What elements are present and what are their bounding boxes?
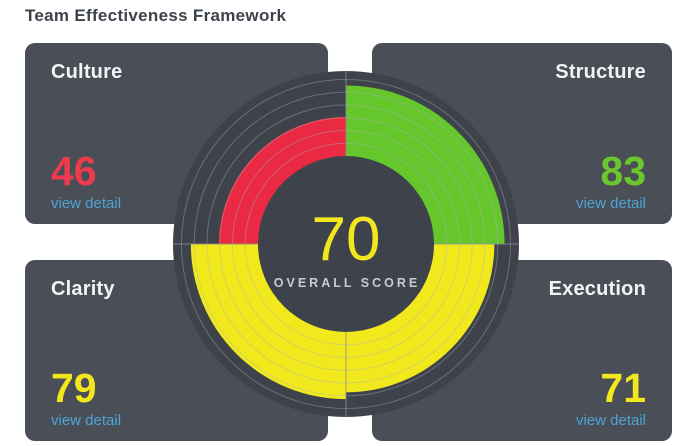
structure-score: 83 xyxy=(600,148,646,194)
execution-view-detail-link[interactable]: view detail xyxy=(575,412,646,429)
page-title: Team Effectiveness Framework xyxy=(25,6,287,25)
overall-score-gauge: 70 OVERALL SCORE xyxy=(173,71,519,417)
panel-structure-title: Structure xyxy=(555,61,646,83)
culture-score: 46 xyxy=(51,148,97,194)
clarity-view-detail-link[interactable]: view detail xyxy=(51,412,122,429)
structure-view-detail-link[interactable]: view detail xyxy=(575,195,646,212)
gauge-inner-disc xyxy=(258,156,434,332)
execution-score: 71 xyxy=(600,365,646,411)
panel-culture-title: Culture xyxy=(51,61,123,83)
panel-clarity-title: Clarity xyxy=(51,278,115,300)
overall-score-label: OVERALL SCORE xyxy=(274,276,420,290)
overall-score-value: 70 xyxy=(312,205,381,274)
panel-execution-title: Execution xyxy=(548,278,646,300)
clarity-score: 79 xyxy=(51,365,97,411)
culture-view-detail-link[interactable]: view detail xyxy=(51,195,122,212)
